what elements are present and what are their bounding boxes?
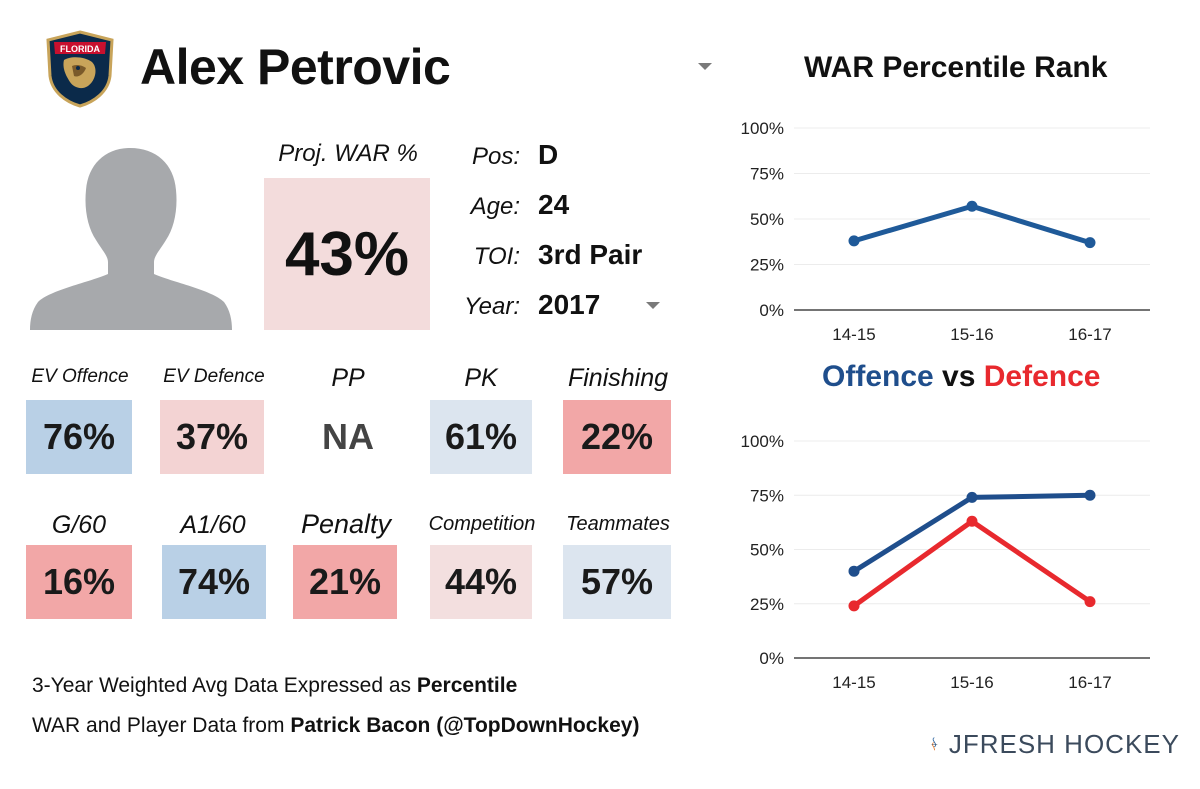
chart1-xtick-label: 14-15 xyxy=(832,325,875,344)
stat-label-ev-offence: EV Offence xyxy=(31,366,129,387)
chart1-xtick-label: 15-16 xyxy=(950,325,993,344)
stat-label-pk: PK xyxy=(464,364,498,392)
chart2-ytick-label: 0% xyxy=(759,649,784,668)
year-value[interactable]: 2017 xyxy=(538,289,601,320)
stat-value-competition: 44% xyxy=(430,545,532,619)
chart2-data-point xyxy=(1084,489,1096,501)
pos-value: D xyxy=(538,139,559,170)
chart2-data-point xyxy=(848,565,860,577)
stat-value-teammates: 57% xyxy=(563,545,671,619)
stat-value-ev-offence: 76% xyxy=(26,400,132,474)
proj-war-label: Proj. WAR % xyxy=(278,140,418,167)
pos-label: Pos: xyxy=(471,143,520,170)
chart2-xtick-label: 15-16 xyxy=(950,673,993,692)
footer-line1-prefix: 3-Year Weighted Avg Data Expressed as xyxy=(32,674,417,697)
offence-defence-chart: 0% 25% 50% 75% 100% 14-15 15-16 16-17 xyxy=(741,432,1150,692)
chart2-data-point xyxy=(848,600,860,612)
footer-line2-bold: Patrick Bacon (@TopDownHockey) xyxy=(290,714,640,737)
player-name: Alex Petrovic xyxy=(140,39,451,95)
year-dropdown-icon[interactable] xyxy=(646,302,660,309)
chart2-ytick-label: 100% xyxy=(741,432,784,451)
chart2-ytick-label: 75% xyxy=(750,486,784,505)
proj-war-value: 43% xyxy=(264,178,430,330)
player-dropdown-icon[interactable] xyxy=(698,63,712,70)
chart1-data-point xyxy=(1084,237,1096,249)
chart2-data-point xyxy=(966,515,978,527)
stat-value-pk: 61% xyxy=(430,400,532,474)
stat-value-pp: NA xyxy=(322,416,374,457)
footer-line1-bold: Percentile xyxy=(416,674,518,697)
chart2-title: Offence vs Defence xyxy=(822,360,1100,394)
toi-value: 3rd Pair xyxy=(538,239,643,270)
chart2-series-line-offence xyxy=(852,492,1091,574)
stat-value-penalty: 21% xyxy=(293,545,397,619)
team-logo: FLORIDA xyxy=(44,30,116,108)
age-label: Age: xyxy=(470,193,520,220)
stat-label-finishing: Finishing xyxy=(567,364,669,392)
war-percentile-chart: 0% 25% 50% 75% 100% 14-15 15-16 16-17 xyxy=(741,119,1150,344)
player-avatar xyxy=(30,140,232,330)
chart2-ytick-label: 25% xyxy=(750,595,784,614)
brand-name: JFRESH HOCKEY xyxy=(948,728,1180,759)
stat-label-a160: A1/60 xyxy=(180,511,246,539)
stat-label-g60: G/60 xyxy=(51,511,107,539)
chart1-title: WAR Percentile Rank xyxy=(804,51,1108,84)
chart1-xtick-label: 16-17 xyxy=(1068,325,1111,344)
chart2-data-point xyxy=(966,491,978,503)
chart1-ytick-label: 50% xyxy=(750,210,784,229)
chart2-series-line-defence xyxy=(852,518,1092,608)
toi-label: TOI: xyxy=(473,243,520,270)
stat-label-penalty: Penalty xyxy=(300,509,392,539)
footer-source-note: WAR and Player Data from Patrick Bacon (… xyxy=(32,714,639,738)
chart2-title-offence: Offence xyxy=(822,360,934,393)
chart2-title-vs: vs xyxy=(933,360,984,393)
stat-value-finishing: 22% xyxy=(563,400,671,474)
chart1-ytick-label: 0% xyxy=(759,301,784,320)
chart2-xtick-label: 16-17 xyxy=(1068,673,1111,692)
chart2-title-defence: Defence xyxy=(983,360,1101,393)
footer-percentile-note: 3-Year Weighted Avg Data Expressed as Pe… xyxy=(32,674,517,698)
chart1-data-point xyxy=(966,200,978,212)
team-logo-text: FLORIDA xyxy=(60,44,100,54)
stat-value-a160: 74% xyxy=(162,545,266,619)
chart1-data-point xyxy=(848,235,860,247)
chart1-ytick-label: 75% xyxy=(750,165,784,184)
stat-label-ev-defence: EV Defence xyxy=(163,366,265,387)
stat-value-ev-defence: 37% xyxy=(160,400,264,474)
stat-label-competition: Competition xyxy=(428,513,536,535)
brand-logo: JFRESH HOCKEY xyxy=(930,716,1180,772)
chart1-ytick-label: 100% xyxy=(741,119,784,138)
year-label: Year: xyxy=(463,293,520,320)
age-value: 24 xyxy=(538,189,570,220)
footer-line2-prefix: WAR and Player Data from xyxy=(32,714,291,737)
stat-value-g60: 16% xyxy=(26,545,132,619)
chart2-xtick-label: 14-15 xyxy=(832,673,875,692)
chart2-ytick-label: 50% xyxy=(750,541,784,560)
brand-mark-icon xyxy=(931,737,938,751)
chart1-ytick-label: 25% xyxy=(750,256,784,275)
chart2-data-point xyxy=(1084,596,1096,608)
stat-label-pp: PP xyxy=(331,364,365,392)
stat-label-teammates: Teammates xyxy=(566,513,670,535)
